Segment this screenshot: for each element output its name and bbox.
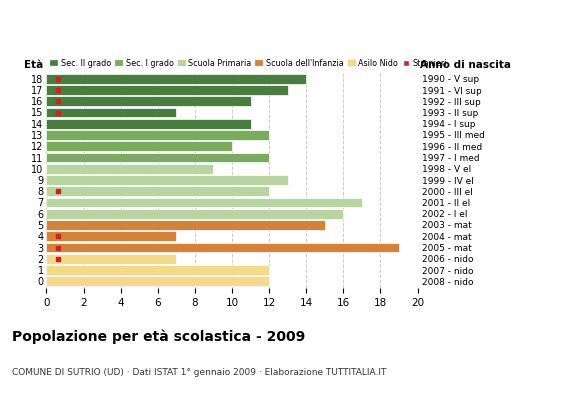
Bar (46, 243, 399, 252)
Bar (46, 96, 251, 106)
Text: Popolazione per età scolastica - 2009: Popolazione per età scolastica - 2009 (12, 330, 305, 344)
Bar (46, 254, 176, 264)
Text: Anno di nascita: Anno di nascita (420, 60, 512, 70)
Bar (46, 153, 269, 162)
Bar (46, 164, 213, 174)
Text: COMUNE DI SUTRIO (UD) · Dati ISTAT 1° gennaio 2009 · Elaborazione TUTTITALIA.IT: COMUNE DI SUTRIO (UD) · Dati ISTAT 1° ge… (12, 368, 386, 377)
Text: Età: Età (24, 60, 44, 70)
Bar (46, 142, 232, 151)
Bar (46, 220, 325, 230)
Bar (46, 232, 176, 241)
Legend: Sec. II grado, Sec. I grado, Scuola Primaria, Scuola dell'Infanzia, Asilo Nido, : Sec. II grado, Sec. I grado, Scuola Prim… (50, 59, 447, 68)
Bar (46, 175, 288, 185)
Bar (46, 74, 306, 84)
Bar (46, 130, 269, 140)
Bar (46, 265, 269, 275)
Bar (46, 108, 176, 117)
Bar (46, 85, 288, 95)
Bar (46, 198, 362, 207)
Bar (46, 209, 343, 218)
Bar (46, 119, 251, 128)
Bar (46, 276, 269, 286)
Bar (46, 186, 269, 196)
